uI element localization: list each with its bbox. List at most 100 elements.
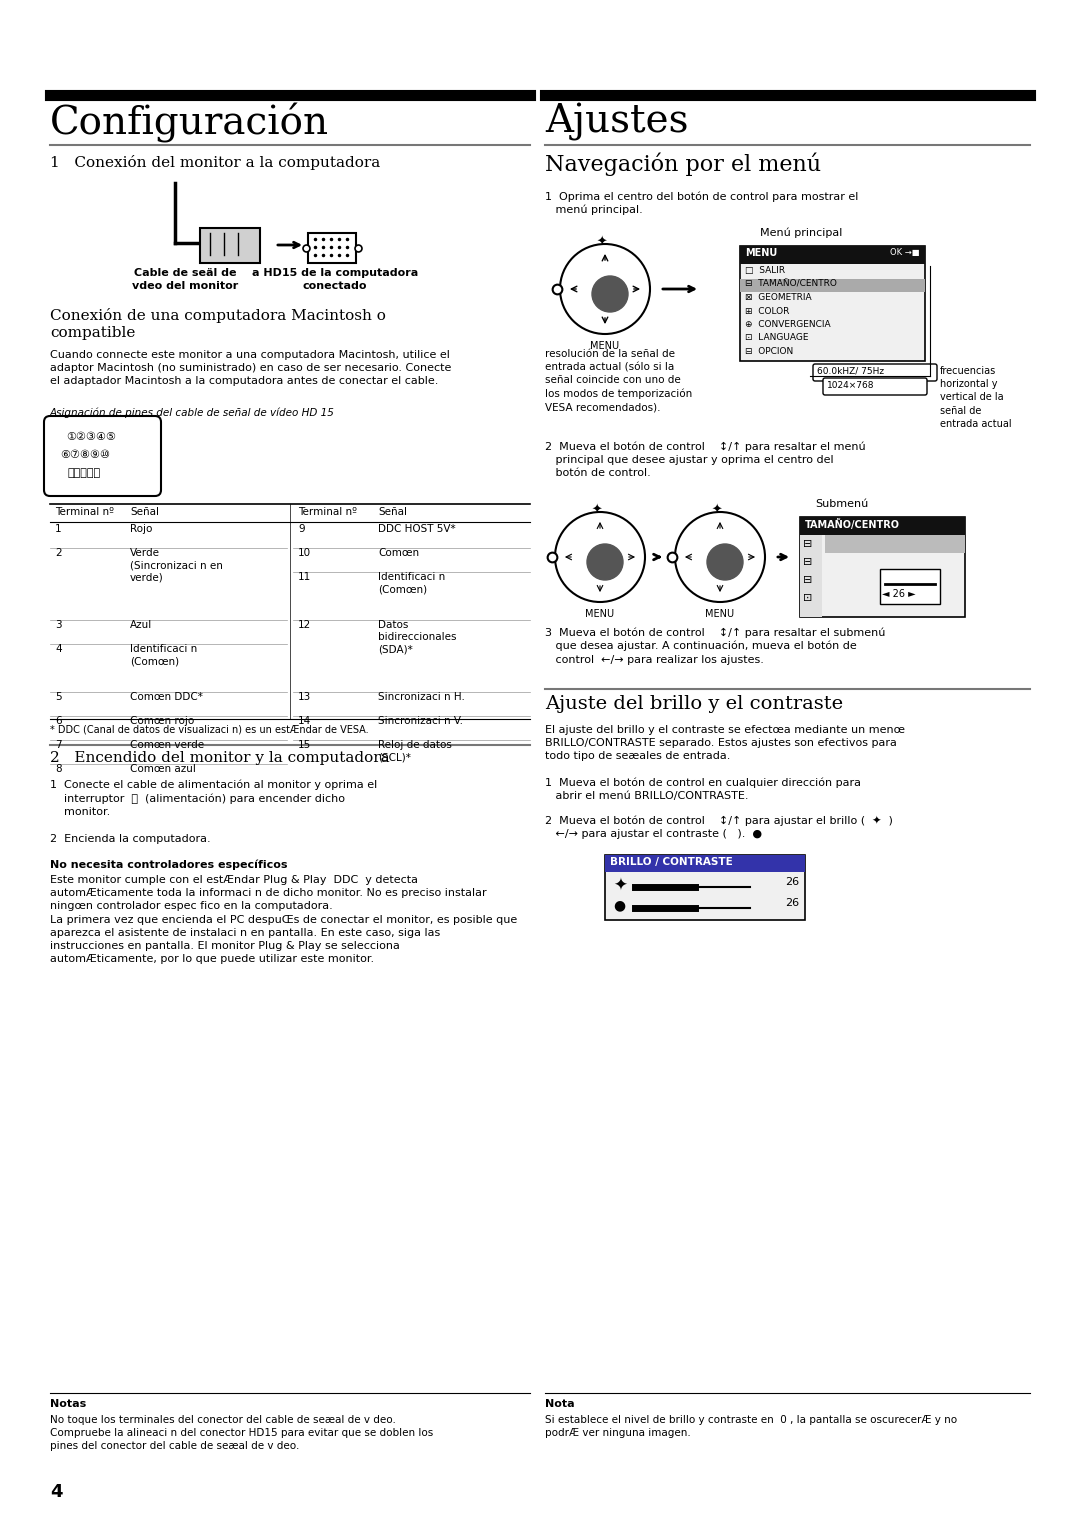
Bar [740,246,924,264]
Text: 60.0kHZ/ 75Hz: 60.0kHZ/ 75Hz [816,367,885,376]
Text: Nota: Nota [545,1400,575,1409]
Text: Sincronizaci n H.: Sincronizaci n H. [378,692,464,701]
Text: 4: 4 [55,643,62,654]
Bar [740,278,924,292]
Text: a HD15 de la computadora
conectado: a HD15 de la computadora conectado [252,267,418,292]
FancyBboxPatch shape [813,364,937,380]
Text: Ajustes: Ajustes [545,102,689,141]
Bar [200,228,260,263]
Text: ⑪⑫⑬⑭⑮: ⑪⑫⑬⑭⑮ [68,468,102,478]
Text: ⊟: ⊟ [804,575,812,585]
Text: Si establece el nivel de brillo y contraste en  0 , la pantalla se oscurecerÆ y : Si establece el nivel de brillo y contra… [545,1415,957,1438]
Text: 13: 13 [298,692,311,701]
Text: 2: 2 [55,549,62,558]
Text: ⊟: ⊟ [804,539,812,549]
Text: 1  Mueva el botón de control en cualquier dirección para
   abrir el menú BRILLO: 1 Mueva el botón de control en cualquier… [545,778,861,801]
Bar [800,516,966,535]
Text: Asignación de pines del cable de señal de vídeo HD 15: Asignación de pines del cable de señal d… [50,408,335,419]
Text: Submenú: Submenú [815,500,868,509]
Text: * DDC (Canal de datos de visualizaci n) es un estÆndar de VESA.: * DDC (Canal de datos de visualizaci n) … [50,724,368,733]
Text: 1  Conecte el cable de alimentación al monitor y oprima el
    interruptor  ⏻  (: 1 Conecte el cable de alimentación al mo… [50,779,377,817]
Text: ①②③④⑤: ①②③④⑤ [66,432,116,442]
Text: Este monitor cumple con el estÆndar Plug & Play  DDC  y detecta
automÆticamente : Este monitor cumple con el estÆndar Plug… [50,876,517,964]
Text: Comœn: Comœn [378,549,419,558]
Text: 8: 8 [55,764,62,775]
Bar [308,232,356,263]
Text: 1  Oprima el centro del botón de control para mostrar el
   menú principal.: 1 Oprima el centro del botón de control … [545,191,859,215]
Text: Señal: Señal [130,507,159,516]
Text: ⊡: ⊡ [804,593,812,604]
Text: 2  Mueva el botón de control    ↕/↑ para ajustar el brillo (  ✦  )
   ←/→ para a: 2 Mueva el botón de control ↕/↑ para aju… [545,814,893,839]
Text: DDC HOST 5V*: DDC HOST 5V* [378,524,456,533]
Text: 11: 11 [298,571,311,582]
Text: MENU: MENU [585,610,615,619]
Text: Comœn DDC*: Comœn DDC* [130,692,203,701]
Bar [605,856,805,872]
Text: ⊠  GEOMETRIA: ⊠ GEOMETRIA [745,293,812,303]
Text: OK →■: OK →■ [890,248,920,257]
Text: ⊟: ⊟ [804,558,812,567]
Text: 6: 6 [55,717,62,726]
Text: No necesita controladores específicos: No necesita controladores específicos [50,859,287,869]
Text: 15: 15 [298,740,311,750]
Text: Notas: Notas [50,1400,86,1409]
Text: TAMAÑO/CENTRO: TAMAÑO/CENTRO [805,520,900,530]
Text: Identificaci n
(Comœn): Identificaci n (Comœn) [378,571,445,594]
Text: frecuencias
horizontal y
vertical de la
señal de
entrada actual: frecuencias horizontal y vertical de la … [940,367,1012,429]
Text: No toque los terminales del conector del cable de seæal de v deo.
Compruebe la a: No toque los terminales del conector del… [50,1415,433,1452]
Bar [800,516,966,617]
Bar [880,568,940,604]
Text: ✦: ✦ [597,235,607,249]
Text: Rojo: Rojo [130,524,152,533]
Text: 2   Encendido del monitor y la computadora: 2 Encendido del monitor y la computadora [50,750,390,766]
Text: Señal: Señal [378,507,407,516]
Text: MENU: MENU [591,341,620,351]
Text: Reloj de datos
(SCL)*: Reloj de datos (SCL)* [378,740,451,762]
Text: ✦: ✦ [712,504,723,516]
Text: 26: 26 [785,877,799,886]
Text: Comœn verde: Comœn verde [130,740,204,750]
Text: 2  Mueva el botón de control    ↕/↑ para resaltar el menú
   principal que desee: 2 Mueva el botón de control ↕/↑ para res… [545,442,866,478]
Circle shape [588,544,623,581]
Text: Comœn azul: Comœn azul [130,764,195,775]
Text: 26: 26 [785,898,799,908]
Text: Datos
bidireccionales
(SDA)*: Datos bidireccionales (SDA)* [378,620,457,656]
Text: Terminal nº: Terminal nº [55,507,114,516]
Text: Azul: Azul [130,620,152,630]
Text: ⊡  LANGUAGE: ⊡ LANGUAGE [745,333,809,342]
Text: 4: 4 [50,1484,63,1500]
Text: resolución de la señal de
entrada actual (sólo si la
señal coincide con uno de
l: resolución de la señal de entrada actual… [545,348,692,413]
Text: 7: 7 [55,740,62,750]
Text: 1024×768: 1024×768 [827,380,875,390]
Circle shape [592,277,627,312]
Text: Verde
(Sincronizaci n en
verde): Verde (Sincronizaci n en verde) [130,549,222,582]
Text: 12: 12 [298,620,311,630]
Text: 5: 5 [55,692,62,701]
Text: El ajuste del brillo y el contraste se efectœa mediante un menœ
BRILLO/CONTRASTE: El ajuste del brillo y el contraste se e… [545,724,905,761]
Text: ⊟  OPCION: ⊟ OPCION [745,347,793,356]
Text: 1   Conexión del monitor a la computadora: 1 Conexión del monitor a la computadora [50,154,380,170]
Text: ✦: ✦ [592,504,603,516]
Bar [740,246,924,361]
Text: 3: 3 [55,620,62,630]
Text: Terminal nº: Terminal nº [298,507,357,516]
Text: 9: 9 [298,524,305,533]
Text: □  SALIR: □ SALIR [745,266,785,275]
Text: MENU: MENU [705,610,734,619]
Text: ✦: ✦ [613,877,626,895]
Text: Conexión de una computadora Macintosh o
compatible: Conexión de una computadora Macintosh o … [50,309,386,341]
Text: ⊞  COLOR: ⊞ COLOR [745,307,789,315]
Text: Configuración: Configuración [50,102,329,144]
Text: Sincronizaci n V.: Sincronizaci n V. [378,717,463,726]
Text: ⊟  TAMAÑO/CENTRO: ⊟ TAMAÑO/CENTRO [745,280,837,289]
Circle shape [707,544,743,581]
Text: 2  Encienda la computadora.: 2 Encienda la computadora. [50,834,211,843]
FancyBboxPatch shape [823,377,927,396]
Text: MENU: MENU [745,248,778,258]
Text: Cable de seäl de
vdeo del monitor: Cable de seäl de vdeo del monitor [132,267,238,292]
Text: 3  Mueva el botón de control    ↕/↑ para resaltar el submenú
   que desea ajusta: 3 Mueva el botón de control ↕/↑ para res… [545,626,886,665]
Text: Ajuste del brillo y el contraste: Ajuste del brillo y el contraste [545,695,843,714]
Text: Menú principal: Menú principal [760,228,842,238]
Text: Cuando connecte este monitor a una computadora Macintosh, utilice el
adaptor Mac: Cuando connecte este monitor a una compu… [50,350,451,387]
Text: 14: 14 [298,717,311,726]
